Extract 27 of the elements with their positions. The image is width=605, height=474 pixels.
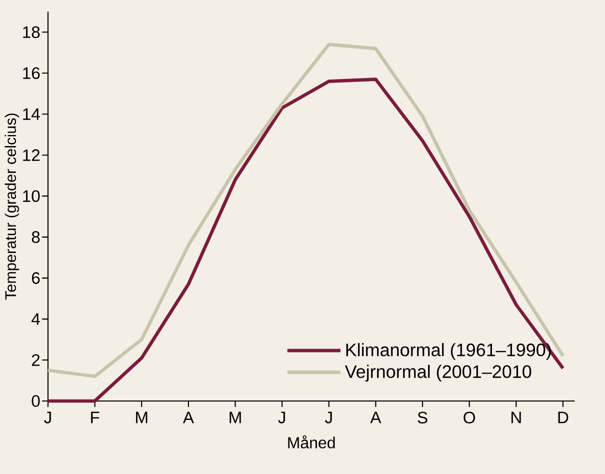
x-tick-label: J <box>324 412 332 424</box>
x-tick-label: M <box>136 412 148 424</box>
x-tick-label: M <box>230 412 241 424</box>
x-tick-label: F <box>91 412 100 424</box>
x-tick-label: J <box>278 412 285 424</box>
x-axis-title: Måned <box>288 435 335 448</box>
x-tick-label: A <box>182 412 194 424</box>
legend-label: Klimanormal (1961–1990) <box>346 343 551 360</box>
y-tick-label: 6 <box>32 272 40 284</box>
y-tick-label: 16 <box>23 67 40 80</box>
x-tick-label: D <box>558 412 568 424</box>
y-tick-label: 18 <box>23 26 40 38</box>
y-tick-label: 4 <box>32 313 40 325</box>
y-tick-label: 0 <box>32 395 40 407</box>
x-tick-label: S <box>418 412 428 424</box>
y-tick-label: 2 <box>32 354 40 366</box>
x-tick-label: J <box>44 412 51 424</box>
y-tick-label: 12 <box>23 149 40 161</box>
line-series <box>46 78 565 403</box>
y-tick-label: 14 <box>23 108 40 120</box>
legend-label: Vejrnormal (2001–2010 <box>344 364 532 382</box>
y-tick-label: 10 <box>23 190 40 202</box>
x-tick-label: A <box>370 412 382 424</box>
y-axis-title: Temperatur (grader celcius) <box>4 114 20 300</box>
x-tick-label: O <box>464 412 476 424</box>
y-tick-label: 8 <box>32 231 40 243</box>
x-tick-label: N <box>512 412 521 424</box>
